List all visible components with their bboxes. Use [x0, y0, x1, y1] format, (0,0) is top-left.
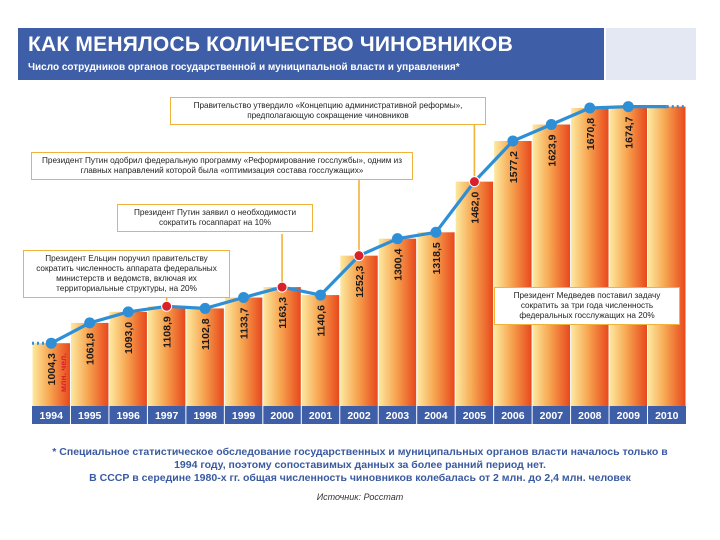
data-label-2002: 1252,3	[354, 266, 366, 298]
data-label-2004: 1318,5	[431, 242, 443, 274]
year-tick-label: 2010	[655, 410, 679, 422]
year-tick-label: 1996	[116, 410, 140, 422]
data-label-2009: 1674,7	[623, 116, 635, 148]
footnote-line-1: * Специальное статистическое обследовани…	[52, 446, 668, 471]
area-column-2002	[340, 255, 378, 406]
data-label-1994: 1004,3	[46, 353, 58, 385]
year-tick-label: 1997	[155, 410, 179, 422]
year-tick-label: 2003	[386, 410, 410, 422]
data-label-1999: 1133,7	[239, 307, 251, 339]
chart-title: КАК МЕНЯЛОСЬ КОЛИЧЕСТВО ЧИНОВНИКОВ	[28, 33, 513, 56]
annotation-2002: Президент Путин одобрил федеральную прог…	[31, 152, 413, 180]
year-tick-label: 2000	[270, 410, 294, 422]
data-point-2004	[430, 226, 442, 238]
data-point-1996	[122, 306, 134, 318]
year-tick-label: 2007	[540, 410, 564, 422]
area-column-2008	[571, 107, 609, 406]
data-point-1997	[161, 300, 173, 312]
area-column-2003	[378, 238, 417, 406]
data-label-2007: 1623,9	[546, 134, 558, 166]
year-tick-label: 1995	[78, 410, 102, 422]
data-label-2006: 1577,2	[508, 151, 520, 183]
title-bar: КАК МЕНЯЛОСЬ КОЛИЧЕСТВО ЧИНОВНИКОВ Число…	[18, 28, 604, 80]
data-label-2001: 1140,6	[316, 305, 328, 337]
area-column-2007	[532, 124, 571, 406]
data-point-2009	[622, 101, 634, 113]
data-label-2003: 1300,4	[392, 249, 404, 281]
data-point-1994	[45, 337, 57, 349]
year-tick-label: 2005	[463, 410, 487, 422]
area-column-2001	[301, 295, 340, 406]
year-tick-label: 2008	[578, 410, 602, 422]
annotation-2005: Правительство утвердило «Концепцию админ…	[170, 97, 486, 125]
annotation-2000: Президент Путин заявил о необходимости с…	[117, 204, 313, 232]
year-tick-label: 1999	[232, 410, 256, 422]
area-column-1999	[224, 297, 263, 406]
column-separators	[70, 106, 648, 406]
annotation-2010: Президент Медведев поставил задачу сокра…	[494, 287, 680, 325]
data-point-2001	[315, 289, 327, 301]
data-label-1997: 1108,9	[162, 316, 174, 348]
footnote-line-2: В СССР в середине 1980-х гг. общая числе…	[89, 472, 631, 484]
title-accent-panel	[606, 28, 696, 80]
area-column-1998	[186, 308, 224, 406]
data-point-1998	[199, 302, 211, 314]
area-column-1997	[147, 306, 186, 406]
area-column-2010	[648, 106, 686, 406]
data-point-2007	[545, 119, 557, 131]
unit-label: млн. чел.	[58, 353, 68, 392]
footnote: * Специальное статистическое обследовани…	[40, 446, 680, 485]
year-tick-label: 2002	[347, 410, 371, 422]
chart-subtitle: Число сотрудников органов государственно…	[28, 62, 460, 73]
annotation-1997: Президент Ельцин поручил правительству с…	[23, 250, 230, 298]
data-label-2008: 1670,8	[585, 118, 597, 150]
data-point-2008	[584, 102, 596, 114]
data-point-1999	[238, 292, 250, 304]
year-tick-label: 2001	[309, 410, 333, 422]
year-tick-label: 2006	[501, 410, 525, 422]
data-label-1996: 1093,0	[123, 322, 135, 354]
year-tick-label: 1998	[193, 410, 217, 422]
data-point-2005	[468, 176, 480, 188]
area-column-1996	[109, 311, 147, 406]
year-tick-label: 2009	[617, 410, 641, 422]
data-point-2006	[507, 135, 519, 147]
data-label-1998: 1102,8	[200, 318, 212, 350]
data-label-2000: 1163,3	[277, 297, 289, 329]
year-tick-label: 2004	[424, 410, 448, 422]
area-column-1994	[32, 343, 70, 406]
data-label-2005: 1462,0	[469, 191, 481, 223]
area-column-2004	[417, 232, 455, 406]
source-note: Источник: Росстат	[316, 492, 404, 502]
area-column-2000	[263, 287, 301, 406]
area-column-2009	[609, 106, 648, 406]
year-axis-bar	[32, 406, 686, 424]
area-column-2005	[455, 181, 494, 406]
data-point-2003	[391, 233, 403, 245]
data-point-1995	[84, 317, 96, 329]
area-column-2006	[494, 140, 532, 407]
data-point-2000	[276, 281, 288, 293]
year-tick-label: 1994	[40, 410, 64, 422]
area-chart: 1994 1995 1996 1997 1998 1999 2000 2001 2002 2003…	[32, 101, 686, 424]
area-column-1995	[70, 322, 109, 406]
data-point-2002	[353, 250, 365, 262]
data-label-1995: 1061,8	[85, 333, 97, 365]
